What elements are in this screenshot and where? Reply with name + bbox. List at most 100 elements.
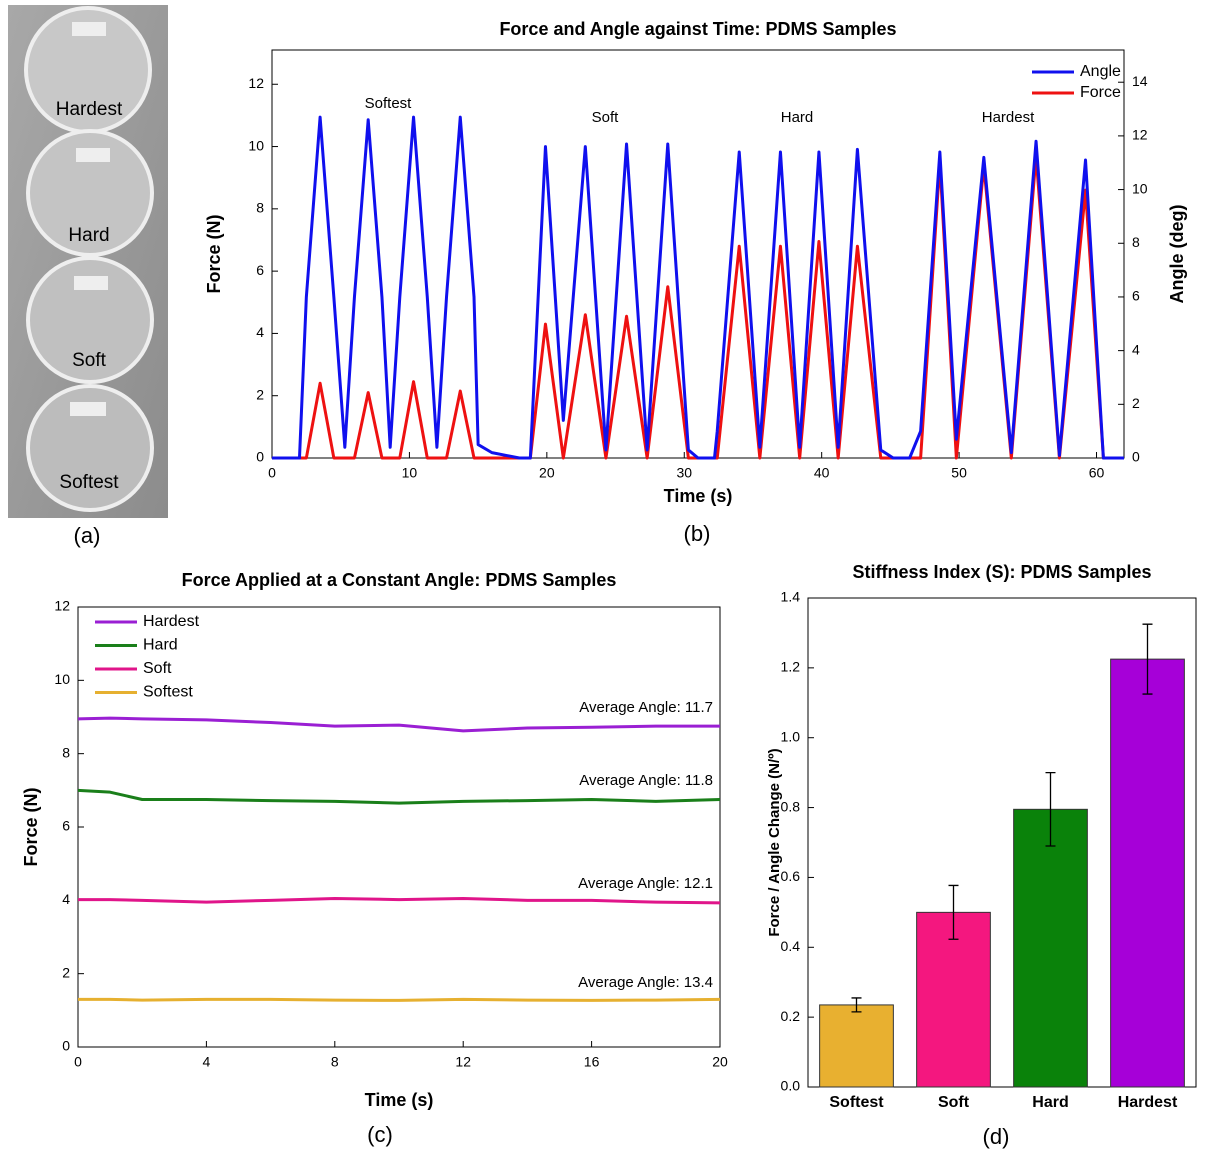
- panel-label: (d): [983, 1124, 1010, 1149]
- annotation: Average Angle: 11.8: [579, 772, 713, 789]
- legend-label: Hard: [143, 637, 178, 654]
- y-tick-label: 0.4: [781, 938, 801, 954]
- sample-dish: [26, 384, 154, 512]
- y-tick-label: 1.4: [781, 589, 801, 605]
- x-tick-label: 20: [539, 465, 555, 481]
- annotation: Average Angle: 12.1: [578, 875, 713, 892]
- error-bar: [851, 997, 862, 1013]
- legend-label: Soft: [143, 660, 172, 677]
- annotation: Average Angle: 13.4: [578, 974, 713, 991]
- sample-dish: [26, 256, 154, 384]
- y-tick-label: 0.8: [781, 798, 801, 814]
- x-tick-label: 20: [712, 1054, 728, 1070]
- annotation: Hard: [781, 109, 814, 126]
- annotation: Softest: [365, 95, 413, 112]
- y-tick-label: 4: [62, 891, 70, 907]
- sample-tag: [74, 276, 108, 290]
- plot-frame: [807, 597, 1197, 1088]
- y-tick-label: 8: [256, 200, 264, 216]
- x-tick-label: Softest: [829, 1094, 884, 1111]
- y-tick-label: 2: [256, 386, 264, 402]
- y-tick-label: 10: [1132, 180, 1148, 196]
- y-tick-label: 6: [62, 818, 70, 834]
- chart-title: Force and Angle against Time: PDMS Sampl…: [499, 19, 896, 39]
- bar: [1110, 658, 1185, 1088]
- y-tick-label: 12: [54, 598, 70, 614]
- x-tick-label: 16: [584, 1054, 600, 1070]
- chart-title: Stiffness Index (S): PDMS Samples: [852, 562, 1151, 582]
- legend-label: Force: [1080, 84, 1121, 101]
- panel-label: (a): [74, 523, 101, 548]
- bar: [916, 911, 991, 1088]
- y-tick-label: 1.0: [781, 728, 801, 744]
- series-line: [78, 897, 721, 905]
- y-tick-label: 12: [1132, 127, 1148, 143]
- photo-label: Softest: [59, 472, 119, 493]
- x-tick-label: 40: [814, 465, 830, 481]
- sample-dish: [26, 129, 154, 257]
- y-tick-label: 4: [256, 324, 264, 340]
- chart-title: Force Applied at a Constant Angle: PDMS …: [182, 570, 617, 590]
- bar: [1013, 808, 1088, 1088]
- photo: [8, 5, 168, 518]
- photo-label: Hardest: [56, 99, 123, 120]
- y-tick-label: 8: [62, 744, 70, 760]
- x-tick-label: 0: [74, 1054, 82, 1070]
- x-axis-label: Time (s): [365, 1090, 434, 1110]
- y2-axis-label: Angle (deg): [1167, 205, 1187, 304]
- y-tick-label: 2: [1132, 395, 1140, 411]
- legend-label: Softest: [143, 684, 193, 701]
- y-tick-label: 2: [62, 964, 70, 980]
- y-tick-label: 0.6: [781, 868, 801, 884]
- x-tick-label: Hardest: [1118, 1094, 1178, 1111]
- x-tick-label: Hard: [1032, 1094, 1068, 1111]
- x-tick-label: 4: [203, 1054, 211, 1070]
- annotation: Soft: [592, 109, 620, 126]
- y-tick-label: 10: [54, 671, 70, 687]
- photo-label: Soft: [72, 350, 107, 371]
- legend-label: Hardest: [143, 613, 200, 630]
- y-tick-label: 8: [1132, 234, 1140, 250]
- x-tick-label: 50: [951, 465, 967, 481]
- y-tick-label: 12: [248, 75, 264, 91]
- error-bar: [1142, 623, 1153, 695]
- y-axis-label: Force / Angle Change (N/º): [766, 748, 783, 936]
- y-tick-label: 4: [1132, 341, 1140, 357]
- panel-label: (c): [367, 1122, 393, 1147]
- y-tick-label: 0.2: [781, 1008, 801, 1024]
- y-tick-label: 14: [1132, 73, 1148, 89]
- series-line: [77, 788, 721, 805]
- y-axis-label: Force (N): [204, 214, 224, 293]
- legend-label: Angle: [1080, 63, 1121, 80]
- bar: [819, 1004, 894, 1088]
- y-tick-label: 0: [62, 1038, 70, 1054]
- error-bar: [948, 884, 959, 940]
- series-line: [77, 716, 720, 733]
- series-line: [272, 115, 1124, 460]
- x-tick-label: 0: [268, 465, 276, 481]
- x-tick-label: 30: [676, 465, 692, 481]
- y-axis-label: Force (N): [21, 787, 41, 866]
- x-axis-label: Time (s): [664, 486, 733, 506]
- photo-label: Hard: [68, 225, 109, 246]
- panel-label: (b): [684, 521, 711, 546]
- x-tick-label: Soft: [938, 1094, 970, 1111]
- y-tick-label: 0: [1132, 449, 1140, 465]
- sample-tag: [72, 22, 106, 36]
- series-line: [78, 997, 721, 1002]
- y-tick-label: 0: [256, 449, 264, 465]
- annotation: Hardest: [982, 109, 1035, 126]
- y-tick-label: 0.0: [781, 1078, 801, 1094]
- annotation: Average Angle: 11.7: [579, 699, 713, 716]
- x-tick-label: 60: [1089, 465, 1105, 481]
- x-tick-label: 12: [455, 1054, 471, 1070]
- error-bar: [1045, 771, 1056, 847]
- y-tick-label: 6: [256, 262, 264, 278]
- y-tick-label: 1.2: [781, 659, 801, 675]
- y-tick-label: 6: [1132, 288, 1140, 304]
- sample-tag: [70, 402, 106, 416]
- x-tick-label: 8: [331, 1054, 339, 1070]
- sample-tag: [76, 148, 110, 162]
- y-tick-label: 10: [248, 137, 264, 153]
